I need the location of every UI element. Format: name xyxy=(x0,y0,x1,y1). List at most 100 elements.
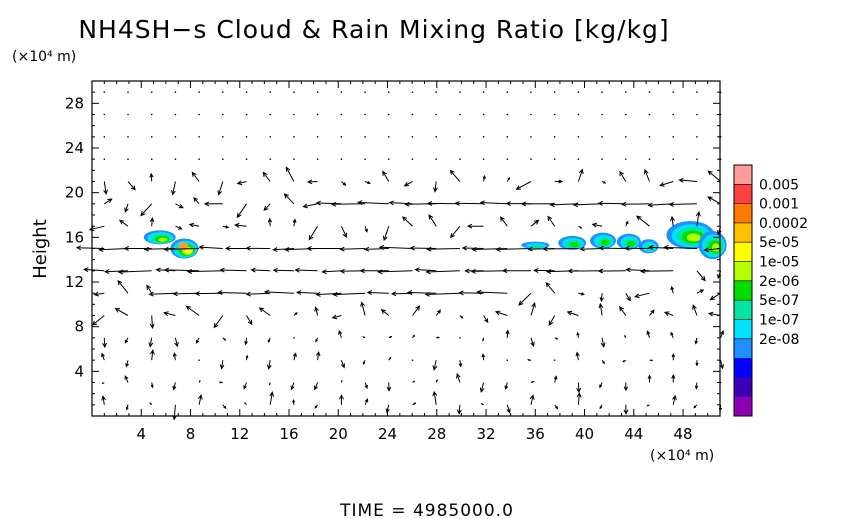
wind-vector-dot xyxy=(150,158,153,160)
wind-vector xyxy=(409,245,437,251)
wind-vector-dot xyxy=(530,113,532,116)
wind-vector xyxy=(542,246,579,252)
wind-vector xyxy=(222,337,227,341)
wind-vector xyxy=(598,245,626,251)
wind-vector xyxy=(171,181,176,196)
wind-vector xyxy=(364,382,368,389)
wind-vector xyxy=(578,292,585,296)
colorbar-swatch xyxy=(734,203,752,224)
wind-vector xyxy=(499,216,508,227)
wind-vector xyxy=(435,309,441,316)
colorbar-swatch xyxy=(734,396,752,417)
wind-vector xyxy=(623,382,629,392)
wind-vector-dot xyxy=(530,158,532,160)
wind-vector xyxy=(620,201,650,207)
wind-vector-dot xyxy=(648,113,651,116)
wind-vector xyxy=(263,289,294,295)
wind-vector xyxy=(124,203,129,213)
wind-vector-dot xyxy=(316,91,319,93)
wind-vector xyxy=(380,309,390,316)
wind-vector-dot xyxy=(696,158,698,160)
wind-vector xyxy=(717,226,722,236)
wind-vector xyxy=(295,290,318,296)
wind-vector xyxy=(554,179,564,184)
wind-vector xyxy=(315,291,342,297)
wind-vector-dot xyxy=(364,113,366,116)
colorbar-label: 0.001 xyxy=(759,197,799,213)
wind-vector xyxy=(576,392,582,405)
wind-vector-dot xyxy=(625,136,627,138)
wind-vector-dot xyxy=(293,337,295,339)
wind-vector xyxy=(175,203,184,209)
wind-vector-dot xyxy=(387,136,390,138)
wind-vector xyxy=(268,382,271,386)
wind-vector xyxy=(693,404,698,409)
wind-vector xyxy=(634,292,650,299)
wind-vector xyxy=(188,222,200,228)
cloud-contour xyxy=(569,242,580,248)
wind-vector-dot xyxy=(411,136,414,138)
wind-vector xyxy=(149,402,153,406)
wind-vector xyxy=(243,382,247,390)
wind-vector xyxy=(601,181,607,184)
wind-vector-dot xyxy=(601,113,603,116)
wind-vector-dot xyxy=(174,136,177,138)
wind-vector-dot xyxy=(411,91,414,93)
wind-vector-dot xyxy=(506,91,509,93)
wind-vector-dot xyxy=(222,158,224,160)
wind-vector-dot xyxy=(387,113,390,116)
wind-vector xyxy=(175,225,183,230)
wind-vector xyxy=(149,172,154,182)
wind-vector xyxy=(646,330,651,338)
wind-vector-dot xyxy=(625,91,627,93)
wind-vector-dot xyxy=(553,113,556,116)
chart-title: NH4SH−s Cloud & Rain Mixing Ratio [kg/kg… xyxy=(78,15,669,44)
wind-vector xyxy=(567,268,603,274)
cloud-contour xyxy=(530,244,544,248)
wind-vector xyxy=(554,404,559,410)
wind-vector-dot xyxy=(364,91,366,93)
y-tick-label: 28 xyxy=(65,94,84,112)
wind-vector xyxy=(244,402,247,406)
wind-vector xyxy=(520,201,555,207)
wind-vector xyxy=(340,360,345,369)
wind-vector xyxy=(547,215,556,227)
wind-vector xyxy=(294,267,318,273)
wind-vector xyxy=(363,246,389,252)
wind-vector xyxy=(401,216,413,227)
wind-vector xyxy=(530,337,535,348)
wind-vector xyxy=(283,193,295,205)
wind-vector-dot xyxy=(459,136,461,138)
wind-vector xyxy=(102,337,108,349)
wind-vector xyxy=(659,181,674,187)
wind-vector xyxy=(577,168,584,182)
wind-vector-dot xyxy=(411,113,414,116)
wind-vector xyxy=(624,334,627,339)
wind-vector xyxy=(426,246,460,252)
wind-vector xyxy=(378,244,413,250)
wind-vector xyxy=(504,382,509,390)
colorbar: 0.005 0.001 0.0002 5e-05 1e-05 2e-06 5e-07 1e-0… xyxy=(733,164,808,417)
wind-vector-dot xyxy=(506,136,509,138)
wind-vector-dot xyxy=(696,91,698,93)
wind-vector xyxy=(359,268,389,274)
wind-vector xyxy=(599,404,603,410)
x-tick-label: 24 xyxy=(378,425,397,443)
wind-vector-dot xyxy=(269,113,272,116)
wind-vector xyxy=(314,306,319,316)
wind-vector-dot xyxy=(459,91,461,93)
cloud-regions xyxy=(143,221,727,260)
wind-vector xyxy=(83,267,105,273)
x-tick-label: 40 xyxy=(575,425,594,443)
wind-vector xyxy=(476,289,508,295)
y-axis: 4 8 12 16 20 24 28 xyxy=(65,91,720,406)
colorbar-label: 2e-08 xyxy=(759,332,799,348)
wind-vector xyxy=(428,214,437,227)
wind-vector xyxy=(163,311,176,316)
wind-vector-dot xyxy=(696,113,698,116)
wind-vector xyxy=(458,290,484,296)
wind-vector-dot xyxy=(127,91,129,93)
wind-vector-dot xyxy=(601,136,603,138)
wind-vector-dot xyxy=(316,113,319,116)
wind-vector xyxy=(598,302,604,316)
